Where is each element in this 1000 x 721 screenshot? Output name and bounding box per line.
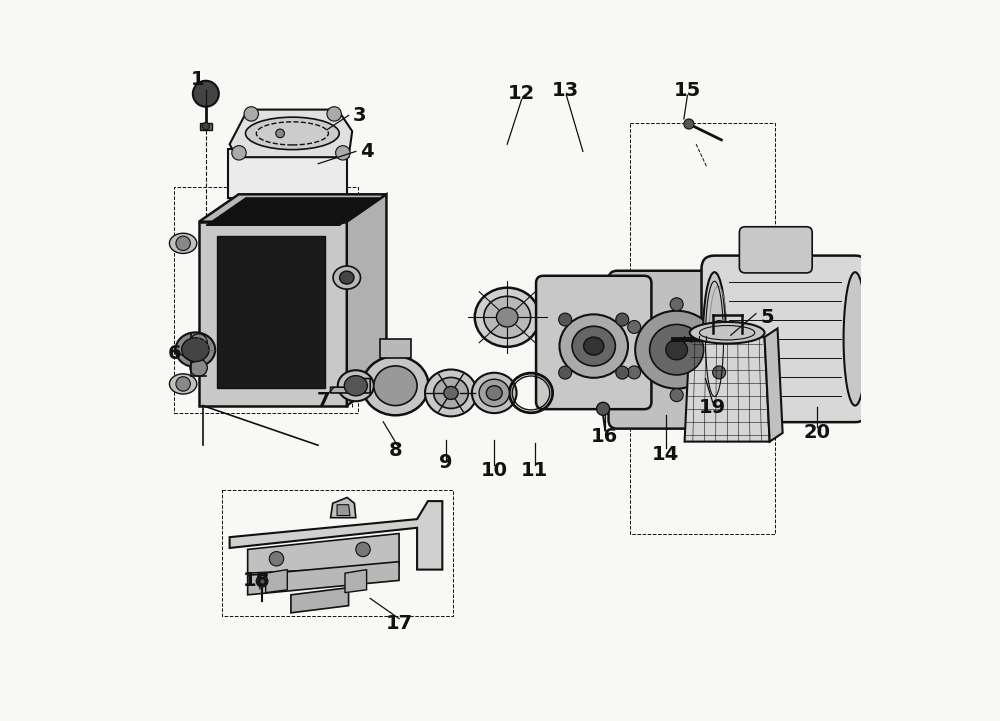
Circle shape	[244, 107, 258, 121]
FancyBboxPatch shape	[702, 256, 868, 423]
Polygon shape	[347, 195, 386, 405]
Circle shape	[559, 313, 572, 326]
FancyBboxPatch shape	[739, 226, 812, 273]
Circle shape	[597, 402, 610, 415]
Ellipse shape	[169, 374, 197, 394]
Polygon shape	[228, 149, 347, 198]
Circle shape	[176, 377, 190, 391]
Polygon shape	[199, 222, 347, 405]
Ellipse shape	[479, 379, 509, 407]
Circle shape	[670, 298, 683, 311]
Text: 19: 19	[699, 398, 726, 417]
Text: 15: 15	[674, 81, 701, 99]
Text: 18: 18	[243, 571, 270, 590]
Polygon shape	[230, 110, 352, 157]
Text: 17: 17	[385, 614, 413, 633]
Text: 16: 16	[591, 427, 618, 446]
Circle shape	[670, 389, 683, 402]
Ellipse shape	[340, 271, 354, 284]
Ellipse shape	[472, 373, 517, 413]
Polygon shape	[248, 534, 399, 573]
Ellipse shape	[666, 340, 687, 360]
Ellipse shape	[333, 266, 360, 289]
Text: 14: 14	[652, 445, 679, 464]
Circle shape	[276, 129, 284, 138]
Circle shape	[256, 575, 268, 587]
Circle shape	[327, 107, 341, 121]
Polygon shape	[206, 198, 379, 226]
Text: 13: 13	[551, 81, 578, 99]
FancyBboxPatch shape	[536, 276, 651, 410]
Circle shape	[559, 366, 572, 379]
Ellipse shape	[844, 272, 867, 405]
Circle shape	[356, 542, 370, 557]
Text: 11: 11	[521, 461, 548, 479]
Polygon shape	[331, 379, 370, 393]
Circle shape	[713, 366, 726, 379]
Ellipse shape	[434, 377, 468, 408]
Polygon shape	[291, 588, 349, 613]
Text: 7: 7	[317, 391, 330, 410]
Text: 6: 6	[167, 344, 181, 363]
Polygon shape	[337, 505, 350, 516]
Ellipse shape	[690, 322, 765, 344]
Text: 20: 20	[804, 423, 831, 442]
Polygon shape	[345, 570, 367, 593]
Polygon shape	[200, 123, 212, 130]
Ellipse shape	[425, 369, 477, 417]
Text: 12: 12	[508, 84, 535, 103]
Text: 1: 1	[190, 70, 204, 89]
Polygon shape	[248, 562, 399, 595]
Circle shape	[616, 313, 629, 326]
Circle shape	[628, 320, 641, 333]
Text: 9: 9	[439, 454, 453, 472]
Circle shape	[190, 359, 207, 376]
Text: 5: 5	[760, 308, 774, 327]
Circle shape	[684, 119, 694, 129]
Circle shape	[190, 334, 207, 351]
Polygon shape	[266, 570, 287, 593]
Text: 3: 3	[353, 106, 366, 125]
Circle shape	[713, 320, 726, 333]
Ellipse shape	[572, 326, 615, 366]
Ellipse shape	[486, 386, 502, 400]
Circle shape	[269, 552, 284, 566]
Text: 8: 8	[389, 441, 402, 460]
Circle shape	[628, 366, 641, 379]
Polygon shape	[217, 236, 325, 388]
Circle shape	[232, 146, 246, 160]
Circle shape	[202, 123, 209, 130]
Ellipse shape	[245, 117, 339, 149]
Circle shape	[193, 81, 219, 107]
Ellipse shape	[374, 366, 417, 405]
FancyBboxPatch shape	[609, 271, 745, 428]
Ellipse shape	[496, 307, 518, 327]
Text: 10: 10	[481, 461, 508, 479]
Polygon shape	[765, 329, 783, 441]
Polygon shape	[199, 195, 386, 222]
Text: 4: 4	[360, 142, 373, 161]
Circle shape	[616, 366, 629, 379]
Polygon shape	[685, 337, 770, 441]
Polygon shape	[331, 497, 356, 518]
Ellipse shape	[650, 324, 704, 375]
Ellipse shape	[344, 376, 367, 396]
Ellipse shape	[475, 288, 540, 347]
Ellipse shape	[559, 314, 628, 378]
Ellipse shape	[703, 272, 726, 405]
Polygon shape	[380, 339, 411, 358]
Ellipse shape	[362, 356, 429, 415]
Ellipse shape	[635, 311, 718, 389]
Ellipse shape	[484, 296, 531, 338]
Ellipse shape	[169, 234, 197, 254]
Ellipse shape	[176, 332, 215, 367]
Ellipse shape	[584, 337, 604, 355]
Circle shape	[176, 236, 190, 251]
Circle shape	[336, 146, 350, 160]
Ellipse shape	[338, 370, 374, 401]
Polygon shape	[230, 501, 442, 570]
Ellipse shape	[444, 386, 458, 399]
Ellipse shape	[182, 337, 209, 362]
